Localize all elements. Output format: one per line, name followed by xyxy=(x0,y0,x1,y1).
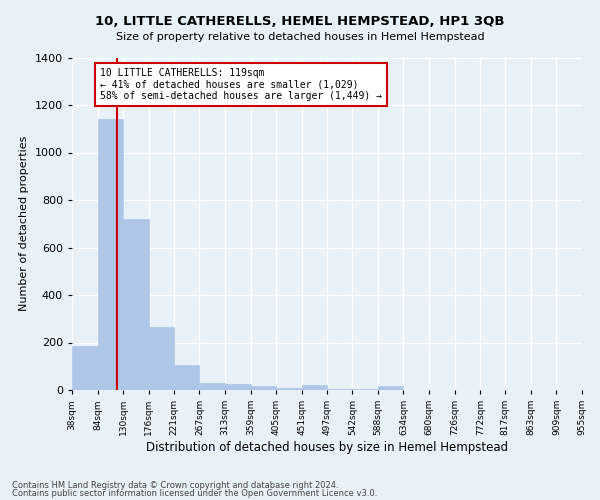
X-axis label: Distribution of detached houses by size in Hemel Hempstead: Distribution of detached houses by size … xyxy=(146,441,508,454)
Text: 10 LITTLE CATHERELLS: 119sqm
← 41% of detached houses are smaller (1,029)
58% of: 10 LITTLE CATHERELLS: 119sqm ← 41% of de… xyxy=(100,68,382,102)
Bar xyxy=(225,384,251,390)
Text: 10, LITTLE CATHERELLS, HEMEL HEMPSTEAD, HP1 3QB: 10, LITTLE CATHERELLS, HEMEL HEMPSTEAD, … xyxy=(95,15,505,28)
Text: Contains public sector information licensed under the Open Government Licence v3: Contains public sector information licen… xyxy=(12,488,377,498)
Bar xyxy=(327,388,352,390)
Bar xyxy=(98,119,123,390)
Bar xyxy=(352,388,378,390)
Bar xyxy=(199,383,225,390)
Bar xyxy=(123,219,149,390)
Text: Size of property relative to detached houses in Hemel Hempstead: Size of property relative to detached ho… xyxy=(116,32,484,42)
Bar xyxy=(72,346,98,390)
Bar xyxy=(149,327,174,390)
Bar xyxy=(251,386,276,390)
Bar xyxy=(276,388,302,390)
Bar xyxy=(174,365,199,390)
Text: Contains HM Land Registry data © Crown copyright and database right 2024.: Contains HM Land Registry data © Crown c… xyxy=(12,481,338,490)
Bar xyxy=(302,385,327,390)
Y-axis label: Number of detached properties: Number of detached properties xyxy=(19,136,29,312)
Bar xyxy=(378,386,403,390)
